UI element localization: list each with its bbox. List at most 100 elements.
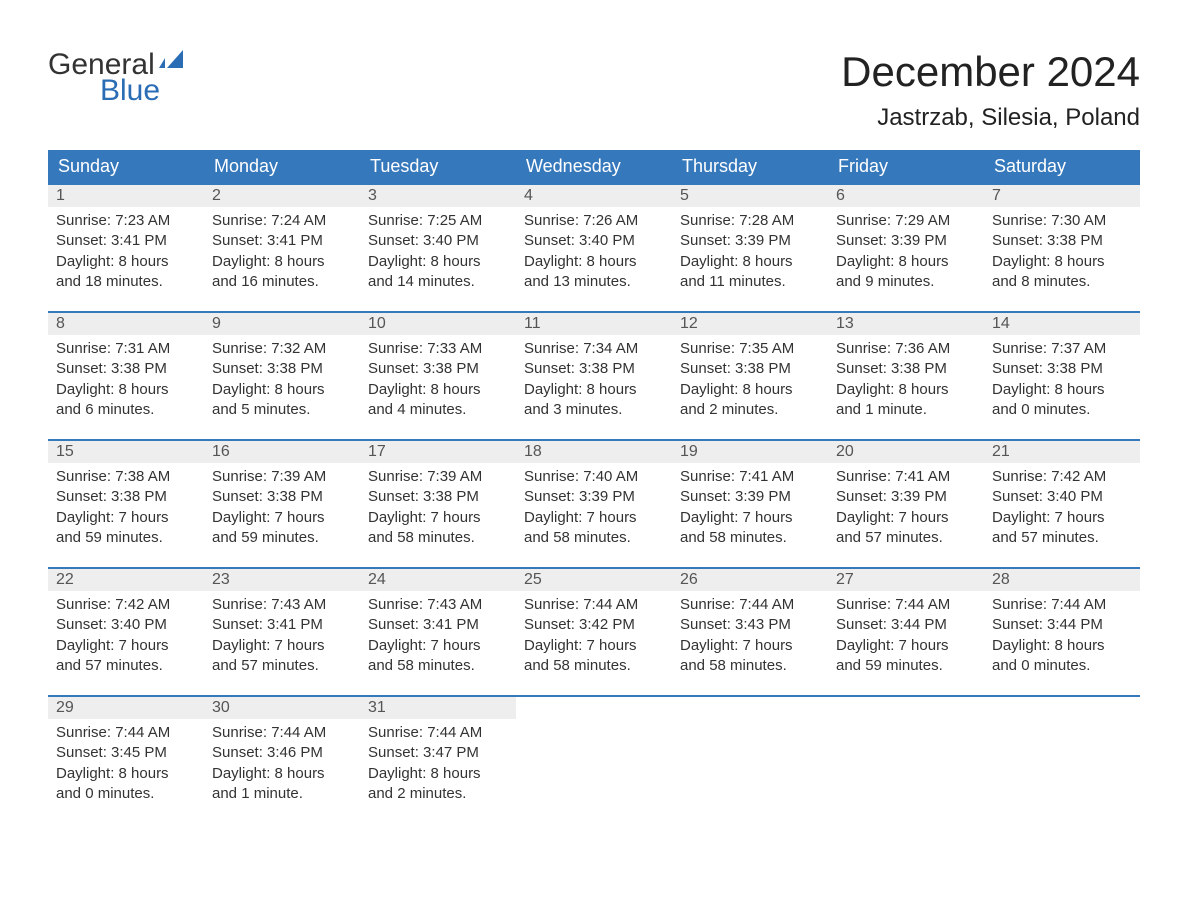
day-cell: 28Sunrise: 7:44 AMSunset: 3:44 PMDayligh… xyxy=(984,568,1140,696)
day-cell: 18Sunrise: 7:40 AMSunset: 3:39 PMDayligh… xyxy=(516,440,672,568)
location: Jastrzab, Silesia, Poland xyxy=(841,104,1140,132)
day-cell: 8Sunrise: 7:31 AMSunset: 3:38 PMDaylight… xyxy=(48,312,204,440)
day-number: 28 xyxy=(984,569,1140,591)
day-number: 10 xyxy=(360,313,516,335)
day-header-row: Sunday Monday Tuesday Wednesday Thursday… xyxy=(48,150,1140,184)
day-line: Sunset: 3:41 PM xyxy=(56,231,196,251)
day-line: Sunrise: 7:37 AM xyxy=(992,339,1132,359)
day-line: Sunset: 3:47 PM xyxy=(368,743,508,763)
day-line: Sunset: 3:42 PM xyxy=(524,615,664,635)
day-line: Sunset: 3:44 PM xyxy=(836,615,976,635)
day-line: and 5 minutes. xyxy=(212,400,352,420)
day-cell: 26Sunrise: 7:44 AMSunset: 3:43 PMDayligh… xyxy=(672,568,828,696)
day-number: 25 xyxy=(516,569,672,591)
day-header: Monday xyxy=(204,150,360,184)
day-line: Daylight: 8 hours xyxy=(368,764,508,784)
day-line: and 1 minute. xyxy=(212,784,352,804)
week-row: 29Sunrise: 7:44 AMSunset: 3:45 PMDayligh… xyxy=(48,696,1140,824)
day-number: 27 xyxy=(828,569,984,591)
day-line: Sunrise: 7:34 AM xyxy=(524,339,664,359)
day-line: and 6 minutes. xyxy=(56,400,196,420)
day-body: Sunrise: 7:44 AMSunset: 3:44 PMDaylight:… xyxy=(828,591,984,680)
day-number: 24 xyxy=(360,569,516,591)
day-line: and 58 minutes. xyxy=(524,656,664,676)
day-number: 21 xyxy=(984,441,1140,463)
day-line: and 1 minute. xyxy=(836,400,976,420)
day-line: and 0 minutes. xyxy=(992,400,1132,420)
day-number: 9 xyxy=(204,313,360,335)
day-line: Sunset: 3:39 PM xyxy=(524,487,664,507)
day-line: Sunset: 3:39 PM xyxy=(680,487,820,507)
day-line: Sunrise: 7:41 AM xyxy=(680,467,820,487)
header: General Blue December 2024 Jastrzab, Sil… xyxy=(48,48,1140,132)
day-line: Sunset: 3:39 PM xyxy=(836,487,976,507)
day-number: 2 xyxy=(204,185,360,207)
day-cell xyxy=(672,696,828,824)
day-line: Daylight: 8 hours xyxy=(680,380,820,400)
day-line: and 13 minutes. xyxy=(524,272,664,292)
day-number: 5 xyxy=(672,185,828,207)
day-number: 30 xyxy=(204,697,360,719)
day-line: and 57 minutes. xyxy=(992,528,1132,548)
day-body: Sunrise: 7:39 AMSunset: 3:38 PMDaylight:… xyxy=(204,463,360,552)
day-header: Friday xyxy=(828,150,984,184)
day-line: Daylight: 7 hours xyxy=(680,508,820,528)
day-body: Sunrise: 7:38 AMSunset: 3:38 PMDaylight:… xyxy=(48,463,204,552)
day-line: Sunrise: 7:32 AM xyxy=(212,339,352,359)
day-line: Sunrise: 7:26 AM xyxy=(524,211,664,231)
day-cell: 30Sunrise: 7:44 AMSunset: 3:46 PMDayligh… xyxy=(204,696,360,824)
day-line: and 8 minutes. xyxy=(992,272,1132,292)
day-line: Daylight: 8 hours xyxy=(56,380,196,400)
day-number: 3 xyxy=(360,185,516,207)
day-body: Sunrise: 7:24 AMSunset: 3:41 PMDaylight:… xyxy=(204,207,360,296)
day-number: 4 xyxy=(516,185,672,207)
day-line: and 4 minutes. xyxy=(368,400,508,420)
day-cell: 4Sunrise: 7:26 AMSunset: 3:40 PMDaylight… xyxy=(516,184,672,312)
day-line: Sunrise: 7:28 AM xyxy=(680,211,820,231)
day-cell: 6Sunrise: 7:29 AMSunset: 3:39 PMDaylight… xyxy=(828,184,984,312)
day-line: Daylight: 8 hours xyxy=(836,380,976,400)
day-body: Sunrise: 7:44 AMSunset: 3:44 PMDaylight:… xyxy=(984,591,1140,680)
day-line: Daylight: 8 hours xyxy=(212,380,352,400)
day-cell: 13Sunrise: 7:36 AMSunset: 3:38 PMDayligh… xyxy=(828,312,984,440)
day-cell: 20Sunrise: 7:41 AMSunset: 3:39 PMDayligh… xyxy=(828,440,984,568)
day-body: Sunrise: 7:44 AMSunset: 3:46 PMDaylight:… xyxy=(204,719,360,808)
day-body: Sunrise: 7:42 AMSunset: 3:40 PMDaylight:… xyxy=(984,463,1140,552)
day-line: and 57 minutes. xyxy=(56,656,196,676)
day-line: Sunset: 3:38 PM xyxy=(212,487,352,507)
day-number: 26 xyxy=(672,569,828,591)
day-cell: 22Sunrise: 7:42 AMSunset: 3:40 PMDayligh… xyxy=(48,568,204,696)
day-line: Sunset: 3:38 PM xyxy=(992,359,1132,379)
day-line: and 0 minutes. xyxy=(992,656,1132,676)
day-body: Sunrise: 7:40 AMSunset: 3:39 PMDaylight:… xyxy=(516,463,672,552)
day-cell: 15Sunrise: 7:38 AMSunset: 3:38 PMDayligh… xyxy=(48,440,204,568)
day-cell: 23Sunrise: 7:43 AMSunset: 3:41 PMDayligh… xyxy=(204,568,360,696)
day-line: Sunrise: 7:44 AM xyxy=(368,723,508,743)
day-number: 7 xyxy=(984,185,1140,207)
week-row: 22Sunrise: 7:42 AMSunset: 3:40 PMDayligh… xyxy=(48,568,1140,696)
day-number: 19 xyxy=(672,441,828,463)
day-line: Sunset: 3:40 PM xyxy=(524,231,664,251)
day-cell: 24Sunrise: 7:43 AMSunset: 3:41 PMDayligh… xyxy=(360,568,516,696)
day-body: Sunrise: 7:25 AMSunset: 3:40 PMDaylight:… xyxy=(360,207,516,296)
day-line: Sunrise: 7:44 AM xyxy=(212,723,352,743)
day-line: Daylight: 8 hours xyxy=(212,252,352,272)
day-line: and 59 minutes. xyxy=(836,656,976,676)
day-line: Daylight: 7 hours xyxy=(368,636,508,656)
day-cell: 31 Sunrise: 7:44 AMSunset: 3:47 PMDayligh… xyxy=(360,696,516,824)
day-line: Sunset: 3:40 PM xyxy=(56,615,196,635)
day-line: Daylight: 8 hours xyxy=(368,252,508,272)
day-line: Sunset: 3:45 PM xyxy=(56,743,196,763)
day-number: 13 xyxy=(828,313,984,335)
day-body: Sunrise: 7:44 AMSunset: 3:42 PMDaylight:… xyxy=(516,591,672,680)
day-header: Tuesday xyxy=(360,150,516,184)
day-cell: 5Sunrise: 7:28 AMSunset: 3:39 PMDaylight… xyxy=(672,184,828,312)
day-line: Sunset: 3:38 PM xyxy=(212,359,352,379)
day-cell: 12Sunrise: 7:35 AMSunset: 3:38 PMDayligh… xyxy=(672,312,828,440)
day-number: 31 xyxy=(360,697,516,719)
day-line: Daylight: 7 hours xyxy=(212,636,352,656)
day-line: Daylight: 7 hours xyxy=(836,508,976,528)
day-line: and 58 minutes. xyxy=(368,656,508,676)
day-line: and 58 minutes. xyxy=(368,528,508,548)
day-line: Sunset: 3:41 PM xyxy=(212,615,352,635)
